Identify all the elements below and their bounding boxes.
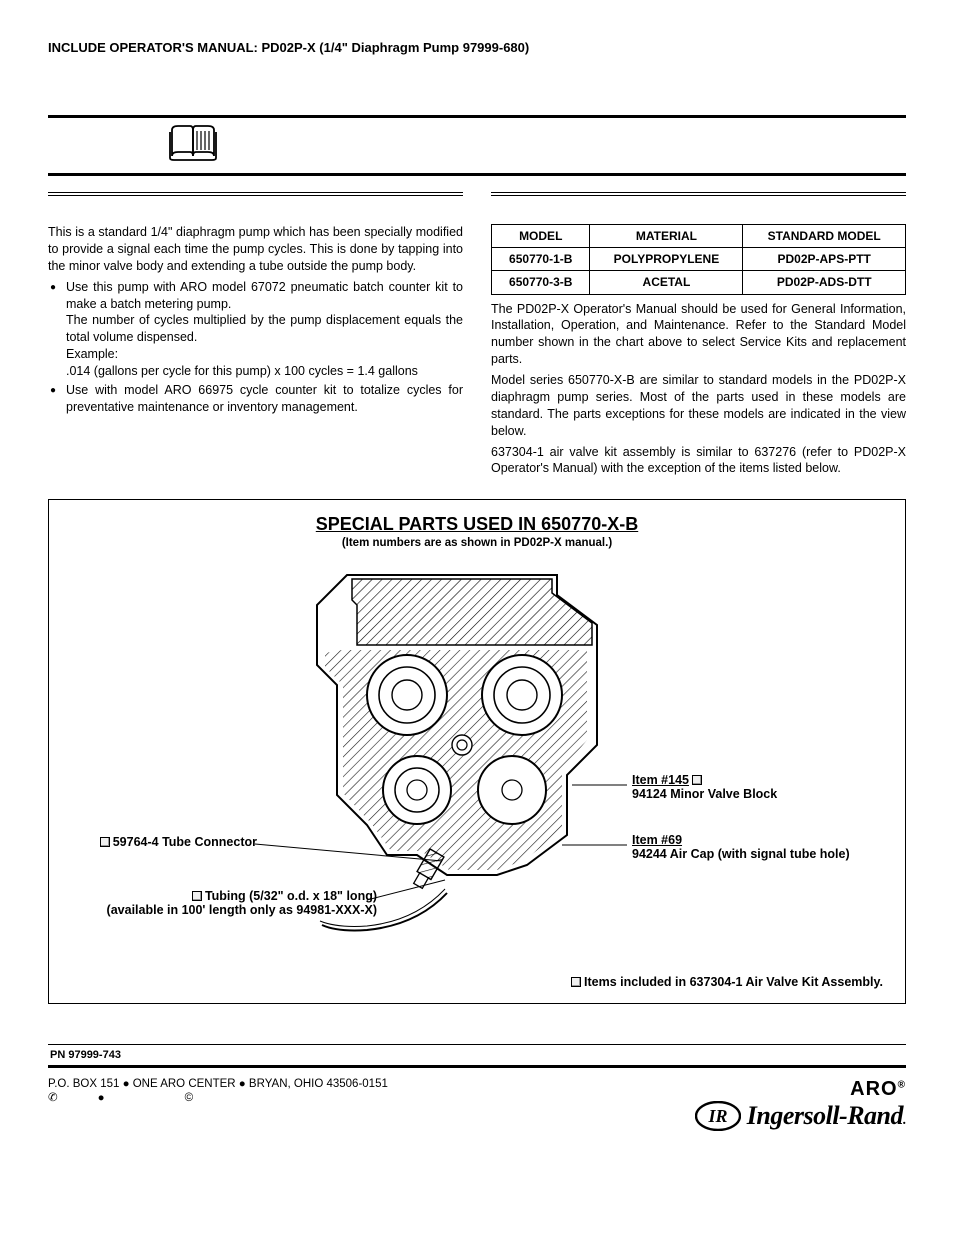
callout-text: 94124 Minor Valve Block (632, 787, 777, 801)
address-line: P.O. BOX 151 ● ONE ARO CENTER ● BRYAN, O… (48, 1078, 388, 1090)
col-header: MATERIAL (590, 225, 743, 248)
callout-item-145: Item #145 94124 Minor Valve Block (632, 773, 777, 801)
footnote-text: Items included in 637304-1 Air Valve Kit… (584, 975, 883, 989)
table-row: 650770-3-B ACETAL PD02P-ADS-DTT (492, 271, 906, 294)
part-number: PN 97999-743 (48, 1045, 906, 1065)
callout-text: Item #69 (632, 833, 682, 847)
checkbox-icon (692, 775, 702, 785)
divider (48, 1065, 906, 1068)
model-table: MODEL MATERIAL STANDARD MODEL 650770-1-B… (491, 224, 906, 295)
diagram-footnote: Items included in 637304-1 Air Valve Kit… (571, 975, 883, 989)
checkbox-icon (100, 837, 110, 847)
ir-logo-icon: IR (695, 1101, 741, 1131)
checkbox-icon (192, 891, 202, 901)
col-header: STANDARD MODEL (743, 225, 906, 248)
divider (491, 195, 906, 196)
address-block: P.O. BOX 151 ● ONE ARO CENTER ● BRYAN, O… (48, 1078, 388, 1104)
icon-row (48, 118, 906, 173)
pn-section: PN 97999-743 (48, 1044, 906, 1068)
callout-tubing: Tubing (5/32" o.d. x 18" long) (availabl… (67, 889, 377, 917)
cell: 650770-3-B (492, 271, 590, 294)
divider (48, 195, 463, 196)
right-p3: 637304-1 air valve kit assembly is simil… (491, 444, 906, 478)
callout-text: 94244 Air Cap (with signal tube hole) (632, 847, 850, 861)
bullet-item: Use this pump with ARO model 67072 pneum… (48, 279, 463, 380)
bullet-sub: The number of cycles multiplied by the p… (66, 312, 463, 346)
table-row: MODEL MATERIAL STANDARD MODEL (492, 225, 906, 248)
cell: 650770-1-B (492, 248, 590, 271)
header-include-line: INCLUDE OPERATOR'S MANUAL: PD02P-X (1/4"… (48, 40, 906, 55)
aro-logo-text: ARO® (695, 1078, 906, 1101)
diagram-box: SPECIAL PARTS USED IN 650770-X-B (Item n… (48, 499, 906, 1004)
bullet-text: Use this pump with ARO model 67072 pneum… (66, 280, 463, 311)
divider (491, 192, 906, 193)
cell: PD02P-APS-PTT (743, 248, 906, 271)
bullet-sub: .014 (gallons per cycle for this pump) x… (66, 363, 463, 380)
divider (48, 192, 463, 193)
right-column: MODEL MATERIAL STANDARD MODEL 650770-1-B… (491, 192, 906, 481)
callout-text: 59764-4 Tube Connector (113, 835, 257, 849)
right-p2: Model series 650770-X-B are similar to s… (491, 372, 906, 440)
manual-book-icon (168, 124, 218, 167)
diagram-area: 59764-4 Tube Connector Tubing (5/32" o.d… (67, 555, 887, 975)
callout-text: Tubing (5/32" o.d. x 18" long) (205, 889, 377, 903)
table-row: 650770-1-B POLYPROPYLENE PD02P-APS-PTT (492, 248, 906, 271)
callout-tube-connector: 59764-4 Tube Connector (97, 835, 257, 849)
callout-text: (available in 100' length only as 94981-… (107, 903, 377, 917)
cell: PD02P-ADS-DTT (743, 271, 906, 294)
bullet-sub: Example: (66, 346, 463, 363)
cell: ACETAL (590, 271, 743, 294)
callout-text: Item #145 (632, 773, 689, 787)
logo-block: ARO® IR Ingersoll-Rand. (695, 1078, 906, 1131)
diagram-subtitle: (Item numbers are as shown in PD02P-X ma… (67, 537, 887, 549)
bullet-item: Use with model ARO 66975 cycle counter k… (48, 382, 463, 416)
address-symbols: ✆●© (48, 1090, 388, 1104)
pump-illustration (297, 565, 617, 935)
checkbox-icon (571, 977, 581, 987)
right-p1: The PD02P-X Operator's Manual should be … (491, 301, 906, 369)
left-column: This is a standard 1/4" diaphragm pump w… (48, 192, 463, 481)
ingersoll-rand-text: Ingersoll-Rand. (747, 1101, 906, 1131)
callout-item-69: Item #69 94244 Air Cap (with signal tube… (632, 833, 850, 861)
diagram-title: SPECIAL PARTS USED IN 650770-X-B (67, 514, 887, 535)
col-header: MODEL (492, 225, 590, 248)
svg-text:IR: IR (707, 1106, 727, 1126)
intro-paragraph: This is a standard 1/4" diaphragm pump w… (48, 224, 463, 275)
cell: POLYPROPYLENE (590, 248, 743, 271)
